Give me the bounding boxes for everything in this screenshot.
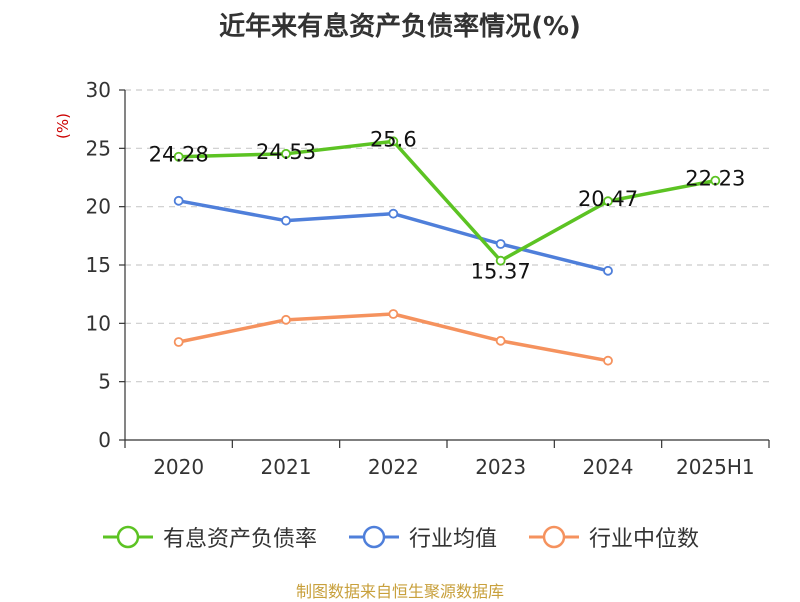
legend-label: 行业均值 xyxy=(408,527,497,552)
y-tick-label: 5 xyxy=(98,370,111,394)
x-tick-label: 2020 xyxy=(153,455,204,479)
data-point xyxy=(173,195,184,206)
data-label: 15.37 xyxy=(471,260,531,284)
source-note: 制图数据来自恒生聚源数据库 xyxy=(295,582,504,601)
y-tick-label: 20 xyxy=(86,195,111,219)
data-point xyxy=(281,314,291,325)
x-tick-label: 2023 xyxy=(475,455,526,479)
legend-item[interactable]: 行业中位数 xyxy=(527,521,699,553)
x-tick-label: 2024 xyxy=(583,455,634,479)
data-point xyxy=(173,337,184,347)
data-label: 22.23 xyxy=(685,167,745,191)
data-point xyxy=(281,215,291,226)
x-tick-label: 2021 xyxy=(261,455,312,479)
y-tick-label: 25 xyxy=(86,136,111,160)
data-point xyxy=(388,208,399,219)
data-point xyxy=(710,175,721,186)
legend-circle xyxy=(116,525,140,549)
y-tick-label: 0 xyxy=(98,428,111,452)
y-tick-label: 30 xyxy=(86,78,111,102)
grid-lines xyxy=(125,89,769,383)
y-axis-label: (%) xyxy=(54,113,72,139)
legend-circle xyxy=(362,525,386,549)
x-tick-label: 2025H1 xyxy=(676,455,755,479)
data-point xyxy=(495,239,506,249)
chart-title: 近年来有息资产负债率情况(%) xyxy=(219,12,581,42)
data-point xyxy=(603,196,613,207)
legend-marker xyxy=(102,525,153,549)
data-label: 24.28 xyxy=(149,143,209,167)
legend-item[interactable]: 有息资产负债率 xyxy=(101,521,317,553)
data-point xyxy=(388,136,399,147)
data-label: 25.6 xyxy=(370,127,417,151)
x-tick-label: 2022 xyxy=(368,455,419,479)
series-group xyxy=(173,136,721,366)
legend: 有息资产负债率 行业均值 行业中位数 xyxy=(0,520,800,554)
data-point xyxy=(495,255,506,266)
data-label: 20.47 xyxy=(578,187,638,211)
data-point xyxy=(173,151,184,162)
series-line xyxy=(178,139,716,263)
data-point xyxy=(603,355,613,366)
data-point xyxy=(495,335,506,346)
legend-marker xyxy=(348,525,399,549)
data-point xyxy=(603,265,613,276)
legend-marker xyxy=(529,525,579,549)
y-tick-label: 15 xyxy=(86,253,111,277)
legend-item[interactable]: 行业均值 xyxy=(347,521,497,553)
data-labels: 24.28 24.53 25.6 15.37 20.47 22.23 xyxy=(149,127,746,283)
legend-label: 有息资产负债率 xyxy=(162,527,317,552)
axes: 0 5 10 15 20 25 30 2020 2021 2022 2023 2024 2025H1 xyxy=(86,78,770,479)
series-line xyxy=(178,312,609,363)
data-point xyxy=(388,309,399,319)
legend-label: 行业中位数 xyxy=(589,527,700,552)
data-point xyxy=(281,148,291,159)
y-tick-label: 10 xyxy=(86,311,111,335)
legend-circle xyxy=(542,525,566,549)
data-label: 24.53 xyxy=(256,140,316,164)
